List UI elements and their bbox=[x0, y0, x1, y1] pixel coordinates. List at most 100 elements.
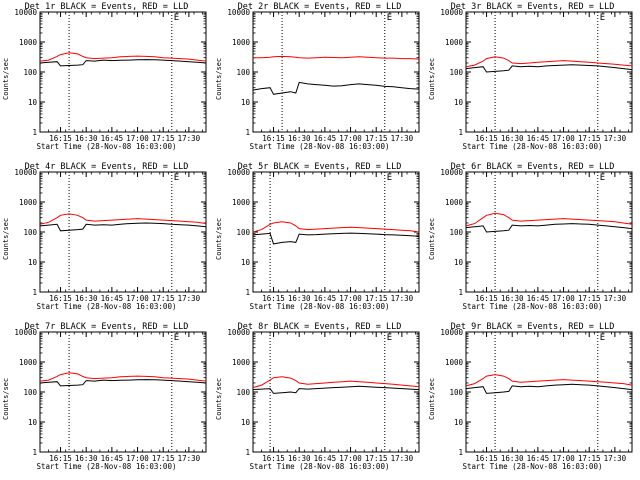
detector-panel: Det 3r BLACK = Events, RED = LLD 1 10 100 10… bbox=[426, 0, 639, 160]
y-tick-label: 100 bbox=[23, 228, 37, 237]
x-tick-label: 17:00 bbox=[126, 454, 149, 463]
corner-marker: E bbox=[174, 333, 179, 343]
x-axis-label: Start Time (28-Nov-08 16:03:00) bbox=[249, 302, 390, 311]
events-line bbox=[39, 222, 207, 232]
x-axis-label: Start Time (28-Nov-08 16:03:00) bbox=[36, 462, 177, 471]
x-tick-label: 16:15 bbox=[262, 134, 285, 143]
y-tick-label: 1000 bbox=[232, 38, 251, 47]
x-tick-label: 17:15 bbox=[365, 134, 388, 143]
events-line bbox=[465, 64, 633, 73]
y-tick-label: 1000 bbox=[19, 38, 38, 47]
x-tick-label: 17:30 bbox=[604, 454, 627, 463]
x-axis-label: Start Time (28-Nov-08 16:03:00) bbox=[36, 302, 177, 311]
panel-title: Det 9r BLACK = Events, RED = LLD bbox=[450, 322, 615, 332]
panel-plot: 1 10 100 1000 10000 16:15 16:30 16:45 17:00 17:15… bbox=[227, 328, 420, 463]
plot-frame bbox=[39, 331, 207, 453]
detector-panel: Det 8r BLACK = Events, RED = LLD 1 10 100 10… bbox=[213, 320, 426, 480]
panel-plot: 1 10 100 1000 10000 16:15 16:30 16:45 17:00 17:15… bbox=[440, 168, 633, 303]
x-tick-label: 16:15 bbox=[475, 134, 498, 143]
lld-line bbox=[252, 376, 420, 389]
y-tick-label: 10000 bbox=[14, 328, 37, 337]
x-tick-label: 17:15 bbox=[152, 454, 175, 463]
y-axis-label: Counts/sec bbox=[2, 217, 10, 260]
corner-marker: E bbox=[600, 173, 605, 183]
panel-plot: 1 10 100 1000 10000 16:15 16:30 16:45 17:00 17:15… bbox=[227, 8, 420, 143]
x-tick-label: 17:00 bbox=[552, 294, 575, 303]
lld-line bbox=[252, 221, 420, 233]
x-tick-label: 17:15 bbox=[365, 454, 388, 463]
x-tick-label: 16:30 bbox=[75, 134, 98, 143]
x-axis-label: Start Time (28-Nov-08 16:03:00) bbox=[249, 142, 390, 151]
lld-line bbox=[39, 213, 207, 225]
y-tick-label: 1 bbox=[245, 288, 250, 297]
y-tick-label: 10000 bbox=[440, 328, 463, 337]
y-tick-label: 1000 bbox=[19, 358, 38, 367]
x-tick-label: 17:15 bbox=[365, 294, 388, 303]
detector-panel: Det 5r BLACK = Events, RED = LLD 1 10 100 10… bbox=[213, 160, 426, 320]
x-axis-label: Start Time (28-Nov-08 16:03:00) bbox=[249, 462, 390, 471]
x-tick-label: 16:30 bbox=[288, 134, 311, 143]
events-line bbox=[39, 379, 207, 387]
x-tick-label: 16:15 bbox=[262, 454, 285, 463]
events-line bbox=[252, 81, 420, 95]
x-tick-label: 16:30 bbox=[288, 454, 311, 463]
y-axis-label: Counts/sec bbox=[428, 377, 436, 420]
plot-frame bbox=[252, 331, 420, 453]
x-tick-label: 17:30 bbox=[178, 294, 201, 303]
y-tick-label: 1 bbox=[245, 448, 250, 457]
y-tick-label: 1 bbox=[458, 448, 463, 457]
y-tick-label: 1000 bbox=[445, 38, 464, 47]
x-axis-label: Start Time (28-Nov-08 16:03:00) bbox=[462, 302, 603, 311]
y-tick-label: 1000 bbox=[232, 358, 251, 367]
x-tick-label: 16:45 bbox=[101, 294, 124, 303]
corner-marker: E bbox=[174, 173, 179, 183]
y-tick-label: 10000 bbox=[14, 168, 37, 177]
corner-marker: E bbox=[387, 333, 392, 343]
x-tick-label: 17:00 bbox=[126, 134, 149, 143]
panel-plot: 1 10 100 1000 10000 16:15 16:30 16:45 17:00 17:15… bbox=[440, 8, 633, 143]
y-tick-label: 10000 bbox=[227, 328, 250, 337]
x-tick-label: 17:00 bbox=[339, 454, 362, 463]
y-tick-label: 100 bbox=[23, 68, 37, 77]
y-tick-label: 1 bbox=[458, 288, 463, 297]
x-tick-label: 16:15 bbox=[49, 294, 72, 303]
plot-frame bbox=[39, 171, 207, 293]
x-tick-label: 17:15 bbox=[152, 134, 175, 143]
x-tick-label: 16:30 bbox=[501, 294, 524, 303]
plot-frame bbox=[465, 331, 633, 453]
detector-panel: Det 2r BLACK = Events, RED = LLD 1 10 100 10… bbox=[213, 0, 426, 160]
events-line bbox=[39, 59, 207, 67]
x-axis-label: Start Time (28-Nov-08 16:03:00) bbox=[462, 142, 603, 151]
y-tick-label: 10 bbox=[241, 98, 251, 107]
y-tick-label: 100 bbox=[236, 68, 250, 77]
y-tick-label: 100 bbox=[449, 228, 463, 237]
x-tick-label: 16:15 bbox=[475, 294, 498, 303]
y-tick-label: 100 bbox=[236, 388, 250, 397]
corner-marker: E bbox=[387, 173, 392, 183]
panel-plot: 1 10 100 1000 10000 16:15 16:30 16:45 17:00 17:15… bbox=[440, 328, 633, 463]
x-tick-label: 16:45 bbox=[527, 134, 550, 143]
x-tick-label: 17:00 bbox=[126, 294, 149, 303]
y-tick-label: 1000 bbox=[19, 198, 38, 207]
plot-frame bbox=[252, 171, 420, 293]
x-tick-label: 16:45 bbox=[314, 454, 337, 463]
x-tick-label: 17:30 bbox=[391, 294, 414, 303]
y-axis-label: Counts/sec bbox=[428, 217, 436, 260]
lld-line bbox=[465, 56, 633, 68]
y-tick-label: 1 bbox=[245, 128, 250, 137]
plot-frame bbox=[39, 11, 207, 133]
x-tick-label: 17:15 bbox=[152, 294, 175, 303]
x-tick-label: 17:30 bbox=[604, 134, 627, 143]
x-tick-label: 17:00 bbox=[552, 134, 575, 143]
y-tick-label: 10 bbox=[454, 258, 464, 267]
y-tick-label: 10000 bbox=[440, 168, 463, 177]
y-tick-label: 10 bbox=[28, 258, 38, 267]
y-axis-label: Counts/sec bbox=[2, 57, 10, 100]
corner-marker: E bbox=[600, 333, 605, 343]
y-tick-label: 10 bbox=[454, 418, 464, 427]
y-tick-label: 1 bbox=[458, 128, 463, 137]
x-tick-label: 17:30 bbox=[391, 454, 414, 463]
y-tick-label: 1 bbox=[32, 288, 37, 297]
panel-title: Det 3r BLACK = Events, RED = LLD bbox=[450, 2, 615, 12]
panel-plot: 1 10 100 1000 10000 16:15 16:30 16:45 17:00 17:15… bbox=[14, 168, 207, 303]
